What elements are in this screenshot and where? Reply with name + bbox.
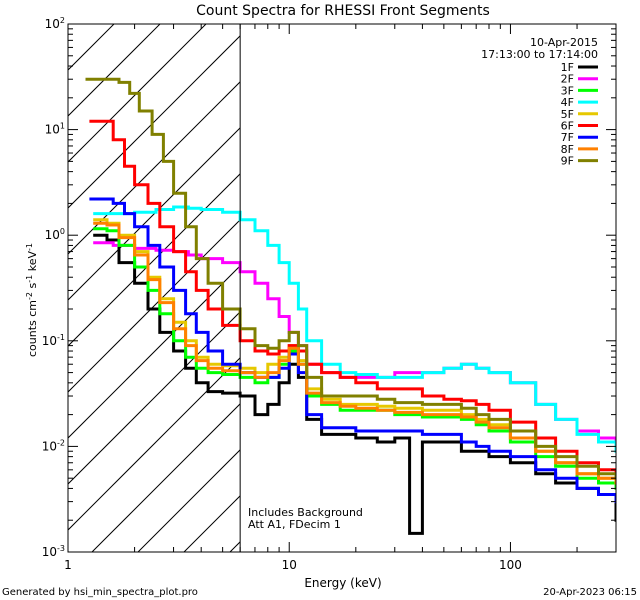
legend-label-6F: 6F (561, 120, 574, 133)
y-label-kev: keV (26, 251, 39, 275)
legend-label-2F: 2F (561, 73, 574, 86)
y-tick-label: 101 (45, 122, 65, 137)
x-tick-label: 100 (499, 558, 522, 572)
series-8F (93, 221, 616, 485)
footer-timestamp: 20-Apr-2023 06:15 (543, 587, 637, 598)
y-tick-exp: -3 (57, 544, 65, 553)
y-tick-label: 102 (45, 16, 65, 31)
y-label-exp-s: -1 (25, 275, 34, 283)
y-tick-exp: -1 (57, 333, 65, 342)
hatch-line (91, 403, 241, 552)
hatch-line (137, 449, 241, 552)
legend-label-8F: 8F (561, 143, 574, 156)
annotation-attenuator: Att A1, FDecim 1 (248, 518, 341, 531)
hatch-line (68, 265, 241, 439)
legend-label-9F: 9F (561, 155, 574, 168)
time-range-label: 17:13:00 to 17:14:00 (481, 48, 598, 61)
hatch-line (68, 24, 207, 163)
y-tick-label: 10-1 (42, 333, 65, 348)
legend-label-1F: 1F (561, 61, 574, 74)
y-tick-base: 10 (42, 545, 57, 559)
x-tick-label: 10 (282, 558, 297, 572)
footer-generated-by: Generated by hsi_min_spectra_plot.pro (2, 587, 198, 598)
y-tick-exp: -2 (57, 438, 65, 447)
date-label: 10-Apr-2015 (530, 36, 598, 49)
y-label-exp-kev: -1 (25, 243, 34, 251)
annotation-background: Includes Background (248, 506, 363, 519)
y-tick-exp: 1 (60, 122, 65, 131)
hatch-line (68, 24, 161, 117)
y-label-main: counts cm (26, 300, 39, 357)
hatch-line (68, 127, 241, 301)
y-axis-label: counts cm-2 s-1 keV-1 (25, 243, 39, 357)
y-tick-base: 10 (45, 17, 60, 31)
y-label-s: s (26, 282, 39, 291)
legend-label-7F: 7F (561, 131, 574, 144)
y-tick-label: 10-3 (42, 544, 65, 559)
series-group (85, 77, 616, 535)
hatch-line (68, 357, 241, 531)
legend-label-3F: 3F (561, 84, 574, 97)
y-tick-exp: 2 (60, 16, 65, 25)
chart-title: Count Spectra for RHESSI Front Segments (196, 3, 490, 19)
x-tick-label: 1 (64, 558, 72, 572)
plot-frame (67, 23, 617, 553)
y-tick-base: 10 (45, 123, 60, 137)
y-tick-label: 100 (45, 227, 65, 242)
series-4F (93, 205, 616, 453)
y-tick-base: 10 (42, 334, 57, 348)
series-9F (85, 77, 616, 480)
background-hatch-region (68, 24, 241, 552)
hatch-line (68, 219, 241, 393)
y-tick-base: 10 (42, 439, 57, 453)
legend-label-5F: 5F (561, 108, 574, 121)
hatch-line (68, 173, 241, 347)
y-label-exp-cm: -2 (25, 292, 34, 300)
y-tick-base: 10 (45, 228, 60, 242)
y-tick-label: 10-2 (42, 438, 65, 453)
hatch-line (68, 81, 241, 255)
hatch-line (68, 24, 115, 71)
hatch-line (68, 311, 241, 485)
y-tick-exp: 0 (60, 227, 65, 236)
x-axis-label: Energy (keV) (304, 576, 381, 590)
hatch-line (68, 35, 241, 209)
legend-label-4F: 4F (561, 96, 574, 109)
